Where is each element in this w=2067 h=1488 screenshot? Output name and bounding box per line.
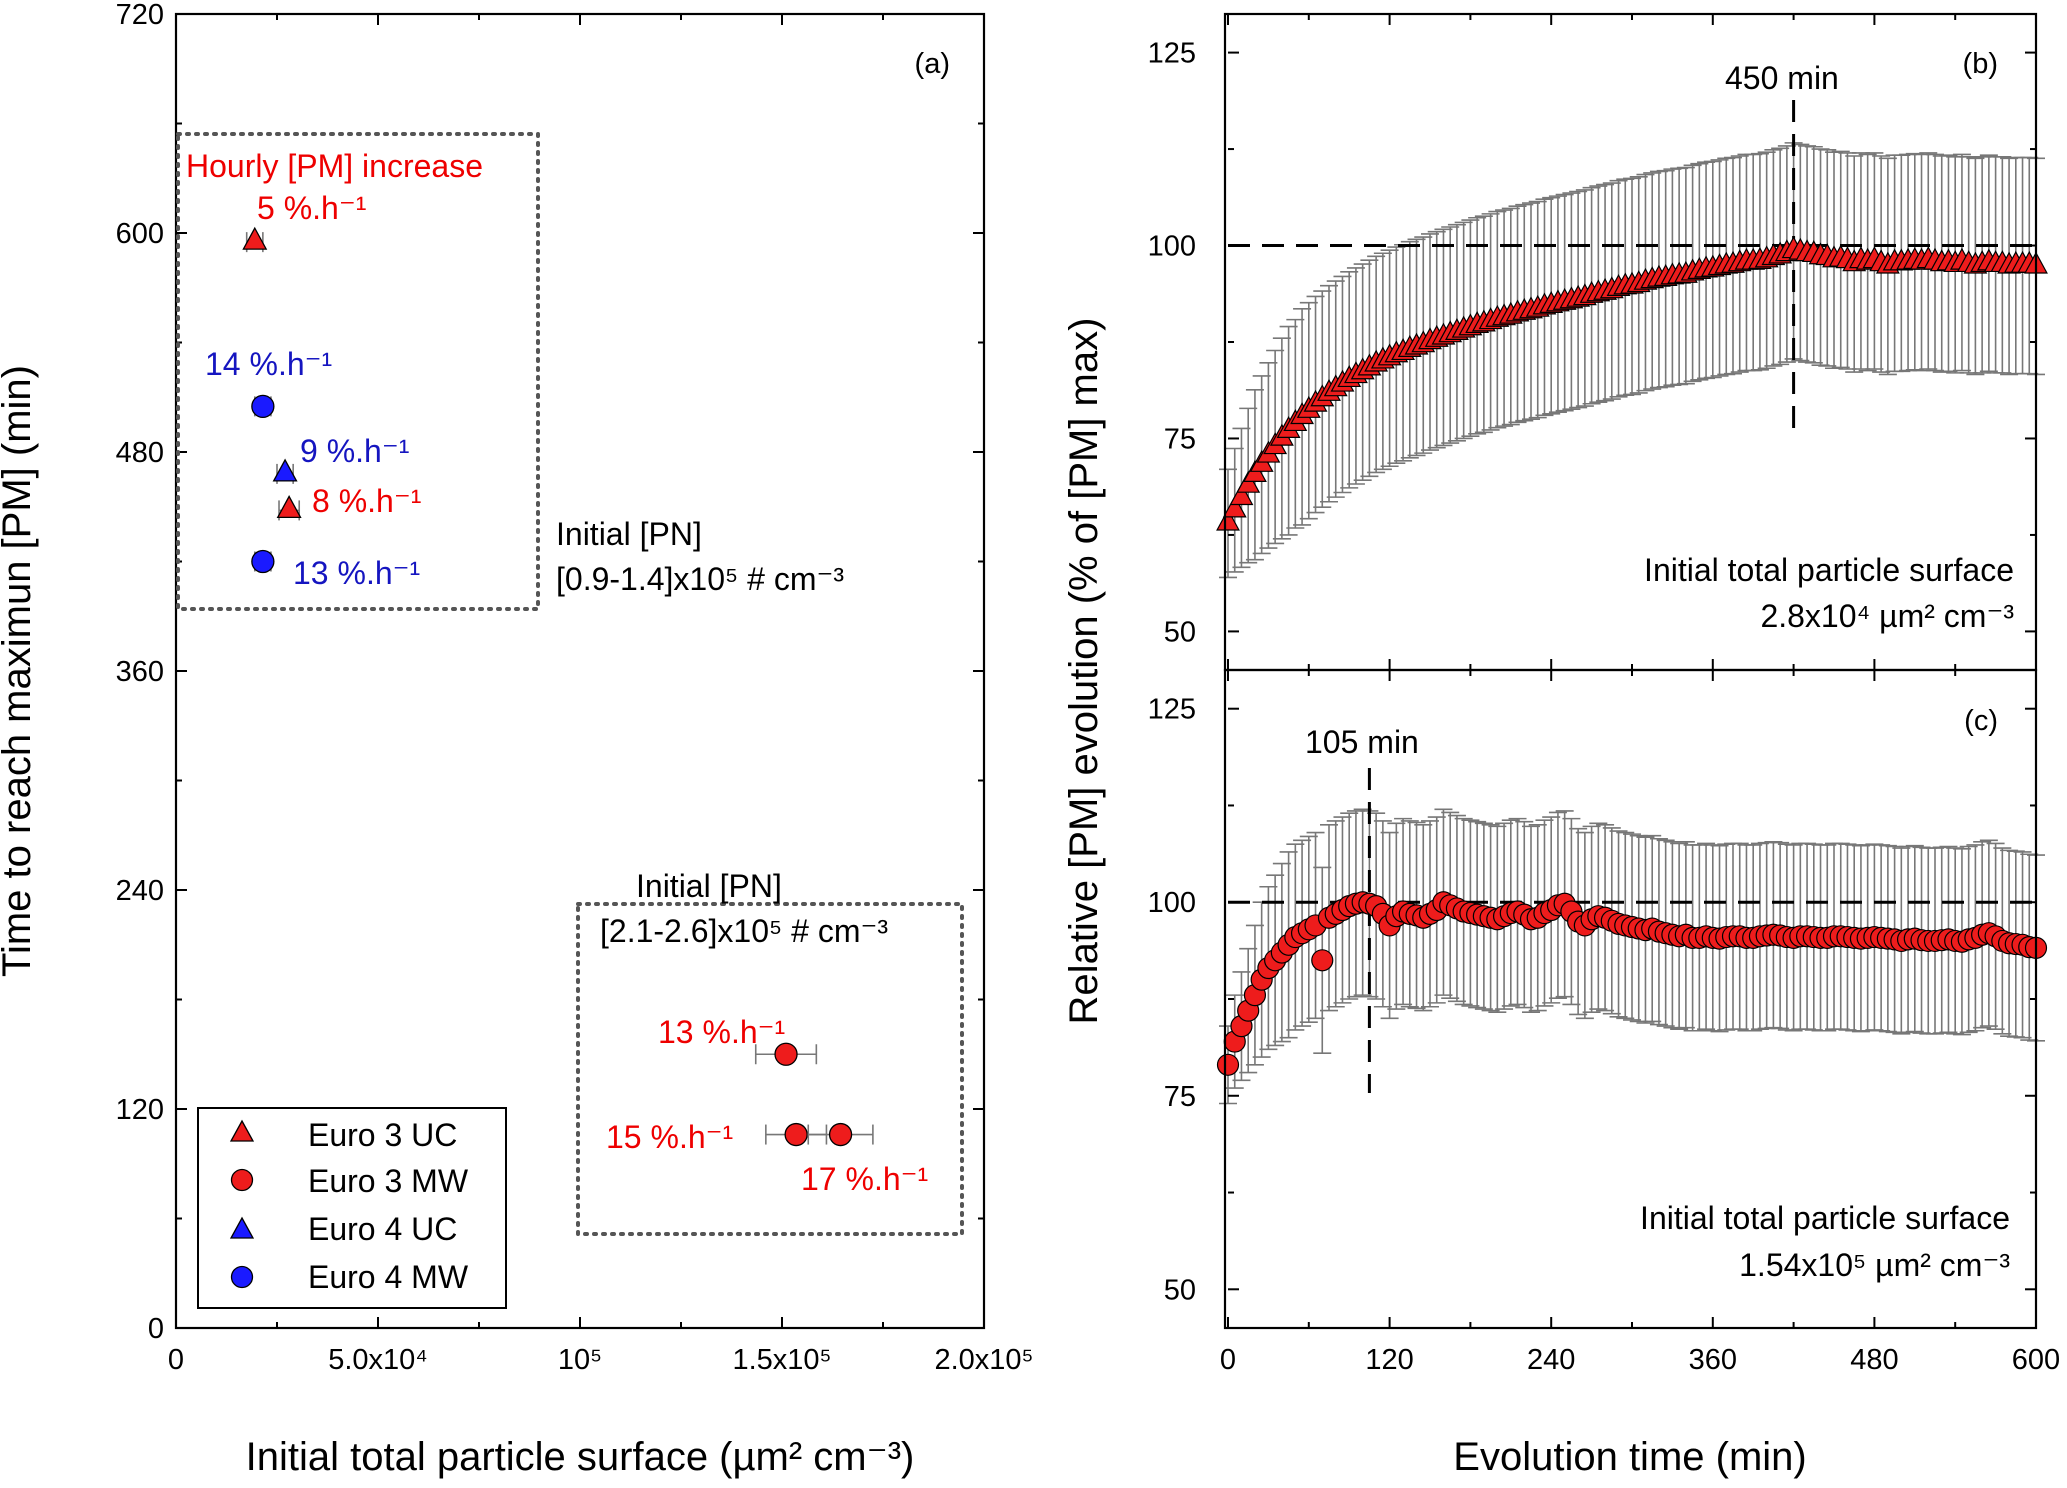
panel-b-note-line1: Initial total particle surface (1644, 552, 2014, 588)
x-tick-label: 600 (2012, 1344, 2060, 1376)
data-point-circle (1311, 949, 1334, 972)
legend-label-euro3-mw: Euro 3 MW (308, 1163, 469, 1199)
panel-c-x-axis-title: Evolution time (min) (1453, 1435, 1806, 1479)
x-tick-label-a: 1.5x10⁵ (732, 1344, 831, 1376)
panel-c-error-bars (1219, 808, 2045, 1105)
data-point-triangle (1229, 483, 1254, 506)
panel-a-group-boxes (176, 132, 964, 1236)
panel-a-label: (a) (915, 48, 950, 80)
panel-c-ticks: 50 75 100 125 0 120 240 360 480 600 (1148, 670, 2060, 1376)
point-label-4: 8 %.h⁻¹ (312, 483, 421, 519)
y-tick-label: 100 (1148, 231, 1196, 263)
x-tick-label: 480 (1850, 1344, 1898, 1376)
group1-pn-range: [0.9-1.4]x10⁵ # cm⁻³ (556, 561, 844, 597)
panel-a-y-axis-title: Time to reach maximun [PM] (min) (0, 365, 39, 977)
data-point-circle (1216, 1053, 1240, 1076)
panel-c-vline-label: 105 min (1305, 724, 1419, 760)
group2-pn-range: [2.1-2.6]x10⁵ # cm⁻³ (600, 913, 888, 949)
data-point-triangle (276, 495, 302, 519)
panel-b-ticks: 50 75 100 125 (1148, 14, 2037, 670)
point-label-7: 15 %.h⁻¹ (606, 1119, 733, 1155)
legend-marker-euro3-uc (229, 1119, 255, 1142)
x-tick-label-a: 10⁵ (558, 1344, 602, 1376)
x-tick-label-a: 2.0x10⁵ (934, 1344, 1033, 1376)
data-point-triangle (1222, 495, 1247, 518)
panel-a-legend: Euro 3 UC Euro 3 MW Euro 4 UC Euro 4 MW (197, 1107, 507, 1309)
group2-dotted-box (576, 902, 964, 1236)
data-point-circle (828, 1122, 853, 1147)
point-label-2: 14 %.h⁻¹ (205, 346, 332, 382)
panel-b-vline-label: 450 min (1725, 60, 1839, 96)
data-point-triangle (1216, 508, 1240, 531)
y-tick-label: 100 (1148, 887, 1196, 919)
panel-b-points (1216, 236, 2048, 531)
panel-a-x-axis-title: Initial total particle surface (µm² cm⁻³… (246, 1435, 915, 1479)
group2-pn-title: Initial [PN] (636, 868, 782, 904)
point-label-3: 9 %.h⁻¹ (300, 433, 409, 469)
y-tick-label-a: 600 (116, 218, 164, 250)
group1-dotted-box (176, 132, 540, 611)
legend-marker-euro4-mw (230, 1265, 254, 1289)
x-tick-label: 240 (1527, 1344, 1575, 1376)
y-tick-label-a: 480 (116, 437, 164, 469)
data-point-circle (774, 1042, 798, 1066)
panel-c: 50 75 100 125 0 120 240 360 480 600 (c) 105 min I… (1062, 318, 2060, 1479)
data-point-triangle (242, 226, 268, 250)
group1-pn-title: Initial [PN] (556, 516, 702, 552)
legend-label-euro3-uc: Euro 3 UC (308, 1117, 457, 1153)
x-tick-label-a: 5.0x10⁴ (328, 1344, 428, 1376)
x-tick-label-a: 0 (168, 1344, 184, 1376)
y-tick-label: 50 (1164, 616, 1196, 648)
point-label-6: 13 %.h⁻¹ (658, 1014, 785, 1050)
y-tick-label: 75 (1164, 423, 1196, 455)
y-tick-label: 125 (1148, 38, 1196, 70)
legend-label-euro4-mw: Euro 4 MW (308, 1259, 469, 1295)
data-point-triangle (272, 458, 298, 482)
panel-a-points (242, 226, 874, 1147)
y-tick-label: 125 (1148, 694, 1196, 726)
panel-b-note-line2: 2.8x10⁴ µm² cm⁻³ (1760, 598, 2014, 634)
x-tick-label: 0 (1220, 1344, 1236, 1376)
y-tick-label-a: 360 (116, 656, 164, 688)
point-label-8: 17 %.h⁻¹ (801, 1161, 928, 1197)
panel-c-points (1216, 891, 2048, 1076)
y-tick-label-a: 240 (116, 875, 164, 907)
data-point-circle (251, 394, 275, 419)
hourly-increase-label: Hourly [PM] increase (186, 148, 483, 184)
panel-c-note-line1: Initial total particle surface (1640, 1200, 2010, 1236)
x-tick-label: 360 (1689, 1344, 1737, 1376)
panel-c-note-line2: 1.54x10⁵ µm² cm⁻³ (1739, 1247, 2010, 1283)
legend-marker-euro4-uc (229, 1216, 255, 1239)
panel-c-label: (c) (1964, 705, 1998, 737)
point-label-5: 13 %.h⁻¹ (293, 555, 420, 591)
y-tick-label-a: 720 (116, 0, 164, 31)
panel-bc-y-axis-title: Relative [PM] evolution (% of [PM] max) (1062, 318, 1106, 1025)
x-tick-label: 120 (1365, 1344, 1413, 1376)
y-tick-label: 50 (1164, 1274, 1196, 1306)
data-point-triangle (1236, 470, 1261, 493)
point-label-1: 5 %.h⁻¹ (257, 190, 366, 226)
legend-marker-euro3-mw (230, 1168, 254, 1192)
panel-b-label: (b) (1963, 48, 1998, 80)
panel-b: 50 75 100 125 (b) 450 min Initial total par… (1148, 12, 2048, 672)
y-tick-label-a: 0 (148, 1313, 164, 1345)
data-point-circle (251, 549, 275, 574)
legend-label-euro4-uc: Euro 4 UC (308, 1211, 457, 1247)
y-tick-label-a: 120 (116, 1094, 164, 1126)
data-point-circle (784, 1122, 808, 1147)
panel-a: 0 120 240 360 480 600 720 0 5.0x10⁴ 10⁵ 1.5x10⁵ 2.0… (0, 0, 1034, 1479)
panel-a-ticks: 0 120 240 360 480 600 720 0 5.0x10⁴ 10⁵ 1.5x10⁵ 2.0… (116, 0, 1034, 1376)
y-tick-label: 75 (1164, 1081, 1196, 1113)
panel-b-error-bars (1219, 142, 2045, 579)
